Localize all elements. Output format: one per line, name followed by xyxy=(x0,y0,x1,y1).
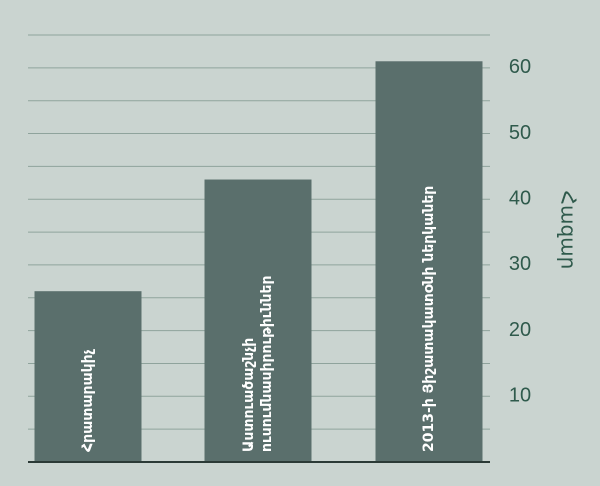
category-label: Հրատարակիչ xyxy=(80,348,96,452)
category-label: 2013-ի Յիշատակատօնի ներկաներ xyxy=(421,186,437,452)
y-tick-label: 10 xyxy=(509,385,531,407)
bar xyxy=(204,179,312,462)
category-label: ուսումնասիրութիւններ xyxy=(259,276,275,452)
y-tick-label: 30 xyxy=(509,253,531,275)
y-tick-label: 40 xyxy=(509,188,531,210)
bar xyxy=(34,291,142,462)
y-tick-label: 60 xyxy=(509,56,531,78)
y-tick-label: 50 xyxy=(509,122,531,144)
bar xyxy=(375,61,483,463)
y-axis-label: Հազար xyxy=(557,191,581,270)
category-label: Աստուածաշնչի xyxy=(241,338,257,452)
y-tick-label: 20 xyxy=(509,319,531,341)
